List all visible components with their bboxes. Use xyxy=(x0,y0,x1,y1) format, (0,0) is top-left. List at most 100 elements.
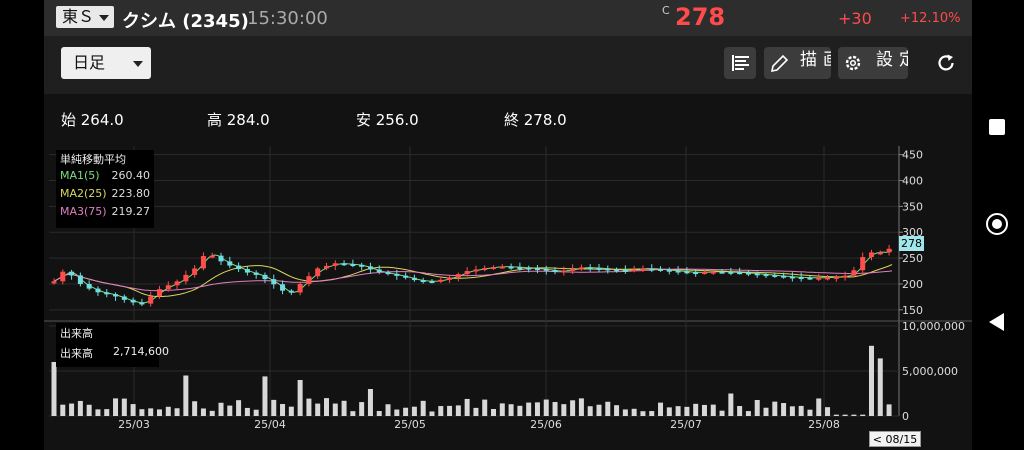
candle-body xyxy=(526,267,532,270)
volume-bar xyxy=(728,393,734,416)
candle-body xyxy=(192,268,198,275)
candle-body xyxy=(816,277,822,280)
volume-bar xyxy=(552,402,558,416)
candle-body xyxy=(596,267,602,270)
candle-body xyxy=(825,277,831,280)
ma2-value: 223.80 xyxy=(111,187,151,200)
volume-bar xyxy=(218,402,224,416)
ma-line xyxy=(53,264,893,297)
volume-bar xyxy=(420,400,426,416)
volume-tick-label: 10,000,000 xyxy=(902,320,965,333)
volume-bar xyxy=(473,407,479,416)
candle-body xyxy=(200,256,206,269)
volume-bar xyxy=(121,398,127,416)
candle-body xyxy=(350,264,356,267)
home-icon[interactable] xyxy=(986,213,1008,235)
current-price: 278 xyxy=(675,3,726,31)
candle-body xyxy=(323,265,329,269)
volume-bar xyxy=(798,405,804,416)
volume-bar xyxy=(385,404,391,416)
volume-bar xyxy=(868,345,874,416)
volume-tick-label: 5,000,000 xyxy=(902,365,958,378)
candle-body xyxy=(288,290,294,293)
volume-bar xyxy=(341,400,347,416)
ma3-label: MA3(75) xyxy=(60,205,107,218)
volume-bar xyxy=(271,399,277,416)
price-tick-label: 450 xyxy=(902,149,923,162)
volume-bar xyxy=(227,405,233,416)
candle-body xyxy=(438,279,444,282)
date-tick-label: 25/05 xyxy=(394,418,426,431)
date-navigator[interactable]: < 08/15 > xyxy=(869,431,921,450)
ma1-value: 260.40 xyxy=(111,169,151,182)
volume-bar xyxy=(156,409,162,416)
volume-bar xyxy=(570,400,576,416)
volume-bar xyxy=(323,398,329,416)
axis-labels: 450 400 350 300 250 200 150 10,000,000 5,000,000… xyxy=(118,149,965,431)
date-tick-label: 25/04 xyxy=(254,418,286,431)
volume-bar xyxy=(825,407,831,416)
volume-bar xyxy=(596,404,602,416)
market-select[interactable]: 東Ｓ xyxy=(56,6,114,28)
indicator-list-button[interactable] xyxy=(724,47,756,79)
current-price-tag: 278 xyxy=(899,236,924,251)
volume-bar xyxy=(332,403,338,416)
candle-body xyxy=(315,268,321,277)
candle-body xyxy=(772,274,778,277)
candle-body xyxy=(675,270,681,273)
candle-body xyxy=(376,269,382,273)
candle-body xyxy=(693,272,699,275)
candle-body xyxy=(183,274,189,282)
draw-button[interactable]: 描画 xyxy=(764,47,831,79)
home-dot-icon xyxy=(992,219,1002,229)
volume-bar xyxy=(605,401,611,416)
volume-bar xyxy=(543,399,549,416)
volume-bar xyxy=(684,406,690,416)
date-tick-label: 25/08 xyxy=(808,418,840,431)
candle-body xyxy=(77,275,83,284)
ohlc-close: 終 278.0 xyxy=(504,111,567,129)
ma2-label: MA2(25) xyxy=(60,187,107,200)
volume-bar xyxy=(165,406,171,416)
candle-body xyxy=(508,266,514,269)
volume-bar xyxy=(693,403,699,416)
volume-bar xyxy=(77,400,83,416)
candle-body xyxy=(517,267,523,270)
app-window: 東Ｓ クシム (2345) 15:30:00 C 278 +30 +12.10%… xyxy=(44,0,972,450)
draw-label: 描画 xyxy=(800,50,831,70)
candle-body xyxy=(534,268,540,271)
volume-bar xyxy=(411,406,417,416)
price-tick-label: 250 xyxy=(902,252,923,265)
chevron-down-icon xyxy=(99,15,109,21)
candle-body xyxy=(403,275,409,278)
candle-body xyxy=(851,270,857,276)
recents-icon[interactable] xyxy=(989,119,1005,135)
candle-body xyxy=(359,264,365,267)
candle-body xyxy=(719,271,725,274)
volume-bar xyxy=(455,405,461,416)
candle-body xyxy=(868,252,874,258)
volume-bar xyxy=(587,406,593,416)
volume-bar xyxy=(666,407,672,416)
candle-body xyxy=(113,294,119,297)
settings-button[interactable]: 設定 xyxy=(838,47,908,79)
candle-body xyxy=(622,269,628,272)
candle-body xyxy=(605,268,611,271)
candle-body xyxy=(218,255,224,262)
volume-bar xyxy=(745,411,751,416)
system-nav-bar xyxy=(972,0,1024,450)
candle-body xyxy=(253,272,259,275)
price-volume-chart[interactable]: 450 400 350 300 250 200 150 10,000,000 5,000,000… xyxy=(44,94,972,450)
volume-bar xyxy=(288,406,294,416)
period-select[interactable]: 日足 xyxy=(61,47,151,79)
volume-bar xyxy=(60,404,66,416)
refresh-icon[interactable] xyxy=(934,51,958,75)
back-icon[interactable] xyxy=(989,313,1004,331)
candle-body xyxy=(640,268,646,271)
volume-bar xyxy=(394,409,400,416)
candle-body xyxy=(789,276,795,279)
volume-bar xyxy=(816,398,822,416)
candle-body xyxy=(455,274,461,278)
volume-bar xyxy=(367,389,373,416)
candle-body xyxy=(165,285,171,290)
